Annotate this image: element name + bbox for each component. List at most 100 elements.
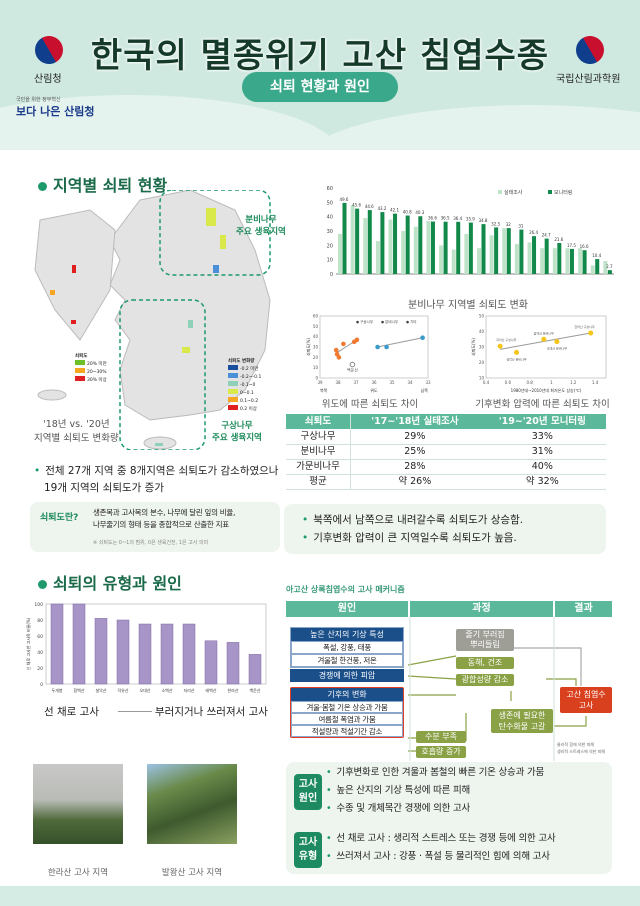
definition-box: 쇠퇴도란? 생존목과 고사목의 본수, 나무에 달린 잎의 비율, 나무줄기의 형… [30,502,280,552]
data-label: 36.4 [453,216,462,221]
data-label: 43.2 [377,206,386,211]
bar-실태조사 [514,243,519,274]
bar [138,623,152,685]
mechanism-diagram: 원인 과정 결과 높은 산지의 기상 특성 폭설, 강풍, 태풍 겨울철 한건풍… [286,601,612,761]
bar-실태조사 [477,248,481,274]
axis-left-label: 선 채로 고사 [44,706,99,718]
data-label: 21.6 [554,237,563,242]
bar-모니터링 [595,259,600,274]
y-tick-label: 30 [327,229,333,235]
page-title: 한국의 멸종위기 고산 침엽수종 [90,36,550,76]
point-label: 한라산 구상나무 [574,324,595,329]
data-label: 42.1 [390,208,399,213]
data-point [497,343,503,349]
legend-item: -0.1~0 [228,381,261,389]
bar-실태조사 [590,265,595,274]
y-axis-label: 선 채로 고사한 고사목 비율(%) [25,617,31,670]
y-tick-label: 10 [479,376,485,381]
bar-모니터링 [494,227,499,274]
legend-label: ● 분비나무 [381,319,399,324]
y-axis-label: 쇠퇴도(%) [470,338,476,356]
bar-실태조사 [502,228,507,274]
y-tick-label: 0 [315,376,318,381]
y-tick-label: 10 [313,365,319,370]
data-label: 40.3 [415,210,424,215]
y-tick-label: 50 [327,200,333,206]
x-tick-label: 36 [371,380,377,385]
bar-실태조사 [363,218,368,274]
bar-실태조사 [338,233,342,274]
x-tick-label: 38 [335,380,341,385]
y-tick-label: 100 [34,602,43,608]
table-cell: 분비나무 [286,444,352,460]
page-subtitle: 쇠퇴 현황과 원인 [242,72,398,102]
y-tick-label: 20 [327,243,333,249]
x-tick-label: 덕유산 [117,687,128,693]
y-tick-label: 50 [313,324,319,329]
photo-balwangsan [147,764,237,844]
point-분비나무 [341,341,346,347]
x-tick-label: 두개봉 [51,687,62,693]
x-tick-label: 소백산 [161,687,172,693]
fir-decline-bar-chart: 0 10 20 30 40 50 60 49.645.6 44.6 43.2 42.1 40.8 40.… [327,186,614,278]
y-tick-label: 30 [313,345,319,350]
scatter2-caption: 기후변화 압력에 따른 쇠퇴도 차이 [475,399,610,410]
x-tick-label: 39 [317,380,323,385]
y-tick-label: 60 [37,634,43,640]
bar-실태조사 [439,245,444,274]
y-tick-label: 30 [479,345,485,350]
legend-item: 0.2 이상 [228,405,261,413]
bar-실태조사 [603,261,608,274]
legend-title: 쇠퇴도 변화량 [228,359,255,364]
cause-tag: 고사 원인 [294,774,322,810]
data-label: 36.6 [428,216,437,221]
data-label: 40.8 [403,210,412,215]
bar-실태조사 [552,248,557,274]
bar-모니터링 [468,222,473,274]
bar-모니터링 [380,212,385,274]
bar-모니터링 [355,208,360,274]
bar [94,618,108,685]
table-header: 쇠퇴도 [286,414,352,429]
point-기타 [349,361,356,368]
point-label: 함백산 분비나무 [534,330,555,335]
table-cell: 29% [350,429,479,445]
legend-title: 쇠퇴도 [75,354,88,359]
data-label: 10.4 [592,253,601,258]
korean-fir-region-label: 구상나무 주요 생육지역 [212,421,262,443]
arrow-line [118,711,152,712]
x-tick-label: 33 [425,380,431,385]
bar [204,640,218,685]
y-tick-label: 50 [479,314,485,319]
data-label: 44.6 [365,204,374,209]
annotation: 백운산 [347,367,358,373]
slogan-logo: 보다 나은 산림청 [16,105,95,118]
bar-실태조사 [413,226,418,274]
y-tick-label: 0 [330,272,333,278]
y-tick-label: 60 [327,186,333,192]
table-cell: 약 32% [478,474,606,490]
legend-item: 0~0.1 [228,389,261,397]
table-header: '17~'18년 실태조사 [350,414,479,429]
bar-모니터링 [405,215,410,274]
bar-모니터링 [506,228,511,274]
y-tick-label: 60 [313,314,319,319]
legend-label: ● 기타 [406,319,417,324]
point-분비나무 [336,355,342,360]
data-label: 34.8 [479,218,488,223]
x-tick-label: 한라산 [227,687,238,693]
x-tick-label: 1.4 [592,380,599,385]
y-tick-label: 40 [479,329,485,334]
findings-box: 북쪽에서 남쪽으로 내려갈수록 쇠퇴도가 상승함.기후변화 압력이 큰 지역일수… [284,504,606,554]
legend-item: 30% 이상 [75,376,107,384]
legend-item: -0.2 미만 [228,365,261,373]
map-legend-decline: 쇠퇴도 20% 미만 20~30% 30% 이상 [75,353,107,384]
point-구상나무 [420,335,425,340]
x-tick-label: 34 [407,380,413,385]
bar-실태조사 [540,248,545,274]
bar-실태조사 [350,205,355,274]
right-org: 국립산림과학원 [556,74,621,85]
map-legend-change: 쇠퇴도 변화량 -0.2 미만 -0.2~-0.1 -0.1~0 0~0.1 0.1~0.… [228,358,261,413]
y-tick-label: 10 [327,258,333,264]
